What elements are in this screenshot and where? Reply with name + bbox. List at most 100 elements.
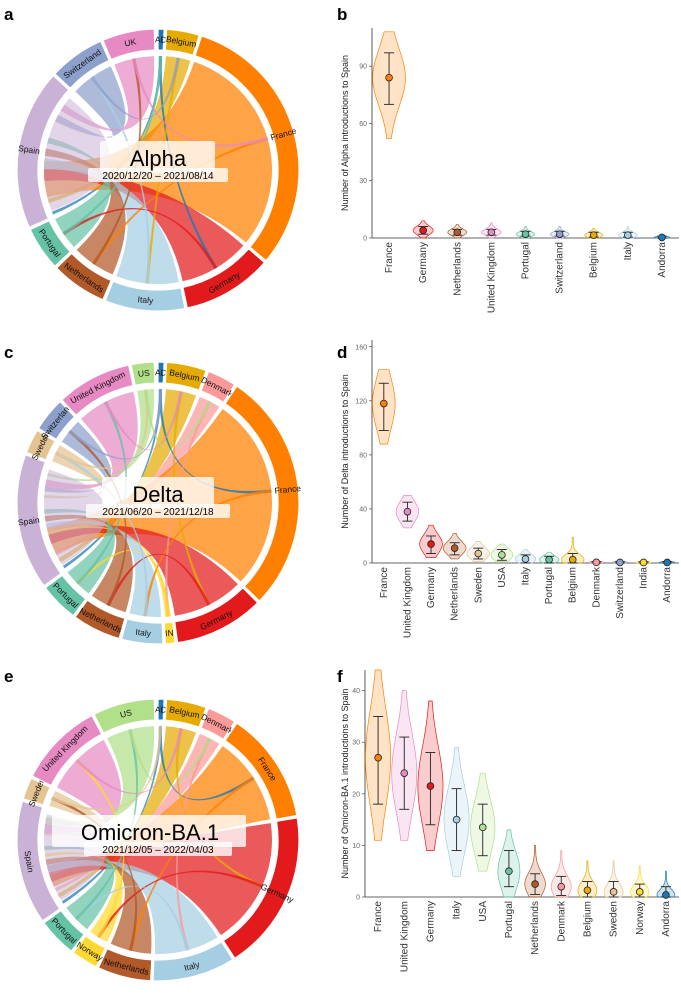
chord-segment-belgium xyxy=(164,361,207,392)
chord-segment-united-kingdom xyxy=(60,364,134,417)
chord-ribbon-us-to-spain xyxy=(47,389,155,482)
panel-label-e: e xyxy=(4,667,13,686)
x-tick-label-andorra: Andorra xyxy=(657,242,668,278)
median-point-france xyxy=(380,399,388,408)
median-point-usa xyxy=(498,551,506,559)
chord-segment-netherlands xyxy=(55,252,112,301)
variant-title-alpha: Alpha xyxy=(130,146,187,171)
median-point-italy xyxy=(624,231,632,239)
chord-segment-italy xyxy=(152,940,234,982)
chord-segment-germany xyxy=(222,817,300,960)
chord-ribbon-portugal-to-spain xyxy=(44,508,115,594)
violin-netherlands xyxy=(524,845,546,898)
y-tick-label: 160 xyxy=(355,344,367,351)
chord-ribbon-uk-to-spain xyxy=(60,56,155,131)
median-point-belgium xyxy=(583,886,592,895)
median-point-sweden xyxy=(609,888,618,896)
median-point-denmark xyxy=(592,558,601,567)
chord-ribbon-belgium-to-italy xyxy=(145,57,180,284)
chord-segment-spain xyxy=(16,800,61,922)
x-tick-label-belgium: Belgium xyxy=(568,567,579,603)
chord-segment-ad xyxy=(157,361,165,384)
y-tick-label: 40 xyxy=(352,688,360,695)
panel-label-a: a xyxy=(4,5,14,24)
chord-segment-label-italy: Italy xyxy=(137,294,154,306)
median-point-sweden xyxy=(474,549,483,558)
variant-title-delta: Delta xyxy=(132,482,184,507)
median-point-andorra xyxy=(662,891,670,899)
chord-ribbon-norway-to-spain xyxy=(44,852,123,943)
x-tick-label-andorra: Andorra xyxy=(662,567,673,603)
chord-ribbon-netherlands-to-uk xyxy=(92,58,142,265)
chord-segment-belgium xyxy=(164,698,207,729)
median-point-italy xyxy=(452,815,461,824)
chord-ribbon-italy-to-spain xyxy=(44,158,179,284)
y-tick-label: 60 xyxy=(359,121,367,128)
chord-segment-us xyxy=(93,698,156,734)
y-axis-title: Number of Omicron-BA.1 introductions to … xyxy=(340,688,350,878)
chord-ribbon-switzerland-to-belgium xyxy=(90,57,180,120)
x-tick-label-belgium: Belgium xyxy=(582,901,593,937)
x-tick-label-italy: Italy xyxy=(521,567,532,585)
chord-segment-ad xyxy=(157,698,165,721)
chord-ribbon-netherlands-to-spain xyxy=(45,856,152,954)
x-tick-label-united-kingdom: United Kingdom xyxy=(399,901,410,972)
variant-title-omicron: Omicron-BA.1 xyxy=(81,820,219,845)
median-point-andorra xyxy=(658,233,666,242)
chord-segment-label-uk: UK xyxy=(123,36,137,48)
chord-ribbon-us-to-spain xyxy=(45,726,155,826)
date-range-omicron: 2021/12/05 – 2022/04/03 xyxy=(102,845,214,856)
x-tick-label-netherlands: Netherlands xyxy=(450,567,461,621)
x-tick-label-germany: Germany xyxy=(418,242,429,283)
median-point-portugal xyxy=(545,555,553,564)
x-tick-label-germany: Germany xyxy=(426,567,437,608)
chord-segment-label-spain: Spain xyxy=(17,515,40,528)
chord-segment-netherlands xyxy=(97,947,153,982)
median-point-united-kingdom xyxy=(403,507,412,516)
chord-segment-sweden xyxy=(25,429,56,461)
median-point-germany xyxy=(427,540,435,548)
median-point-india xyxy=(639,558,648,567)
panel-label-c: c xyxy=(4,343,13,362)
x-tick-label-usa: USA xyxy=(497,567,508,588)
median-point-norway xyxy=(635,888,644,896)
median-point-denmark xyxy=(557,882,566,891)
y-tick-label: 120 xyxy=(355,398,367,405)
x-tick-label-usa: USA xyxy=(478,901,489,922)
chord-segment-denmark xyxy=(200,707,236,741)
chord-ribbon-italy-to-sweden xyxy=(54,451,148,617)
violin-andorra xyxy=(656,870,676,898)
chord-segment-label-spain: Spain xyxy=(18,143,41,156)
x-tick-label-switzerland: Switzerland xyxy=(615,567,626,619)
chord-ribbon-italy-to-spain xyxy=(45,520,161,617)
y-tick-label: 10 xyxy=(352,843,360,850)
x-tick-label-netherlands: Netherlands xyxy=(530,901,541,955)
chord-segment-sweden xyxy=(22,777,51,806)
chord-segment-spain xyxy=(16,454,62,587)
x-tick-label-italy: Italy xyxy=(452,901,463,919)
chord-segment-denmark xyxy=(200,370,236,404)
x-tick-label-france: France xyxy=(373,901,384,933)
chord-ribbon-spain-internal xyxy=(43,98,110,211)
panel-label-b: b xyxy=(337,5,347,24)
x-tick-label-switzerland: Switzerland xyxy=(555,242,566,294)
median-point-belgium xyxy=(589,231,598,239)
median-point-germany xyxy=(426,782,435,790)
chord-diagram-omicron: AD BelgiumDenmarkFranceGermanyItalyNether… xyxy=(16,698,300,982)
x-tick-label-portugal: Portugal xyxy=(504,901,515,938)
violin-denmark xyxy=(550,850,572,898)
median-point-netherlands xyxy=(450,544,459,552)
median-point-portugal xyxy=(505,867,513,876)
panel-label-d: d xyxy=(337,343,347,362)
median-point-netherlands xyxy=(453,228,462,237)
median-point-andorra xyxy=(663,558,671,567)
chord-ribbon-switzerland-to-spain xyxy=(44,421,112,493)
median-point-italy xyxy=(521,555,530,563)
violin-sweden xyxy=(603,860,624,898)
y-tick-label: 20 xyxy=(352,791,360,798)
chord-segment-portugal xyxy=(44,574,87,617)
y-tick-label: 30 xyxy=(352,740,360,747)
violin-plot-delta: 0 40 80 120 160 Number of Delta introductions… xyxy=(340,340,679,638)
chord-segment-us xyxy=(130,361,156,386)
